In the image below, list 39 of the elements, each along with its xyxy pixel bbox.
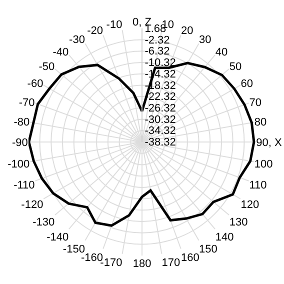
spoke-label: 140 xyxy=(215,231,234,244)
y-tick-label: -26.32 xyxy=(144,102,176,114)
spoke-label: 110 xyxy=(249,179,267,192)
y-tick-label: -30.32 xyxy=(144,114,176,126)
spoke-label: -70 xyxy=(18,96,35,109)
spoke-label: 80 xyxy=(254,116,267,129)
spoke-label: 150 xyxy=(199,243,218,256)
spoke-label: -90 xyxy=(12,136,28,149)
spoke-label: -130 xyxy=(32,216,55,228)
spoke-label: -30 xyxy=(69,34,85,46)
y-tick-label: -6.32 xyxy=(144,46,170,58)
spoke-label: -100 xyxy=(8,158,30,171)
spoke-label: -140 xyxy=(46,231,69,244)
spoke-label: 90, X xyxy=(256,136,282,149)
spoke-label: -20 xyxy=(87,25,103,38)
spoke-label: 50 xyxy=(229,61,242,74)
spoke-label: 160 xyxy=(181,252,200,264)
spoke-label: -110 xyxy=(14,179,35,192)
y-tick-label: -34.32 xyxy=(144,125,176,138)
spoke-label: 20 xyxy=(181,25,194,38)
spoke-label: 100 xyxy=(254,158,273,171)
spoke-label: -50 xyxy=(38,61,55,74)
spoke-label: 40 xyxy=(215,46,228,58)
spoke-label: -80 xyxy=(14,116,30,129)
spoke-label: -10 xyxy=(106,19,122,32)
y-tick-label: -10.32 xyxy=(144,57,176,70)
spoke-label: 60 xyxy=(240,78,254,90)
spoke-label: 30 xyxy=(199,34,212,46)
y-tick-label: -38.32 xyxy=(144,136,176,149)
spoke-label: 120 xyxy=(240,198,260,211)
y-tick-label: -2.32 xyxy=(144,34,170,46)
spoke-label: 180 xyxy=(132,258,152,270)
spoke-label: 130 xyxy=(229,216,248,228)
spoke-label: -40 xyxy=(52,46,69,58)
spoke-label: 70 xyxy=(249,96,262,109)
spoke-label: -60 xyxy=(27,78,44,90)
spoke-label: 170 xyxy=(162,256,180,269)
spoke-label: -120 xyxy=(21,198,44,211)
spoke-label: -170 xyxy=(100,256,122,269)
